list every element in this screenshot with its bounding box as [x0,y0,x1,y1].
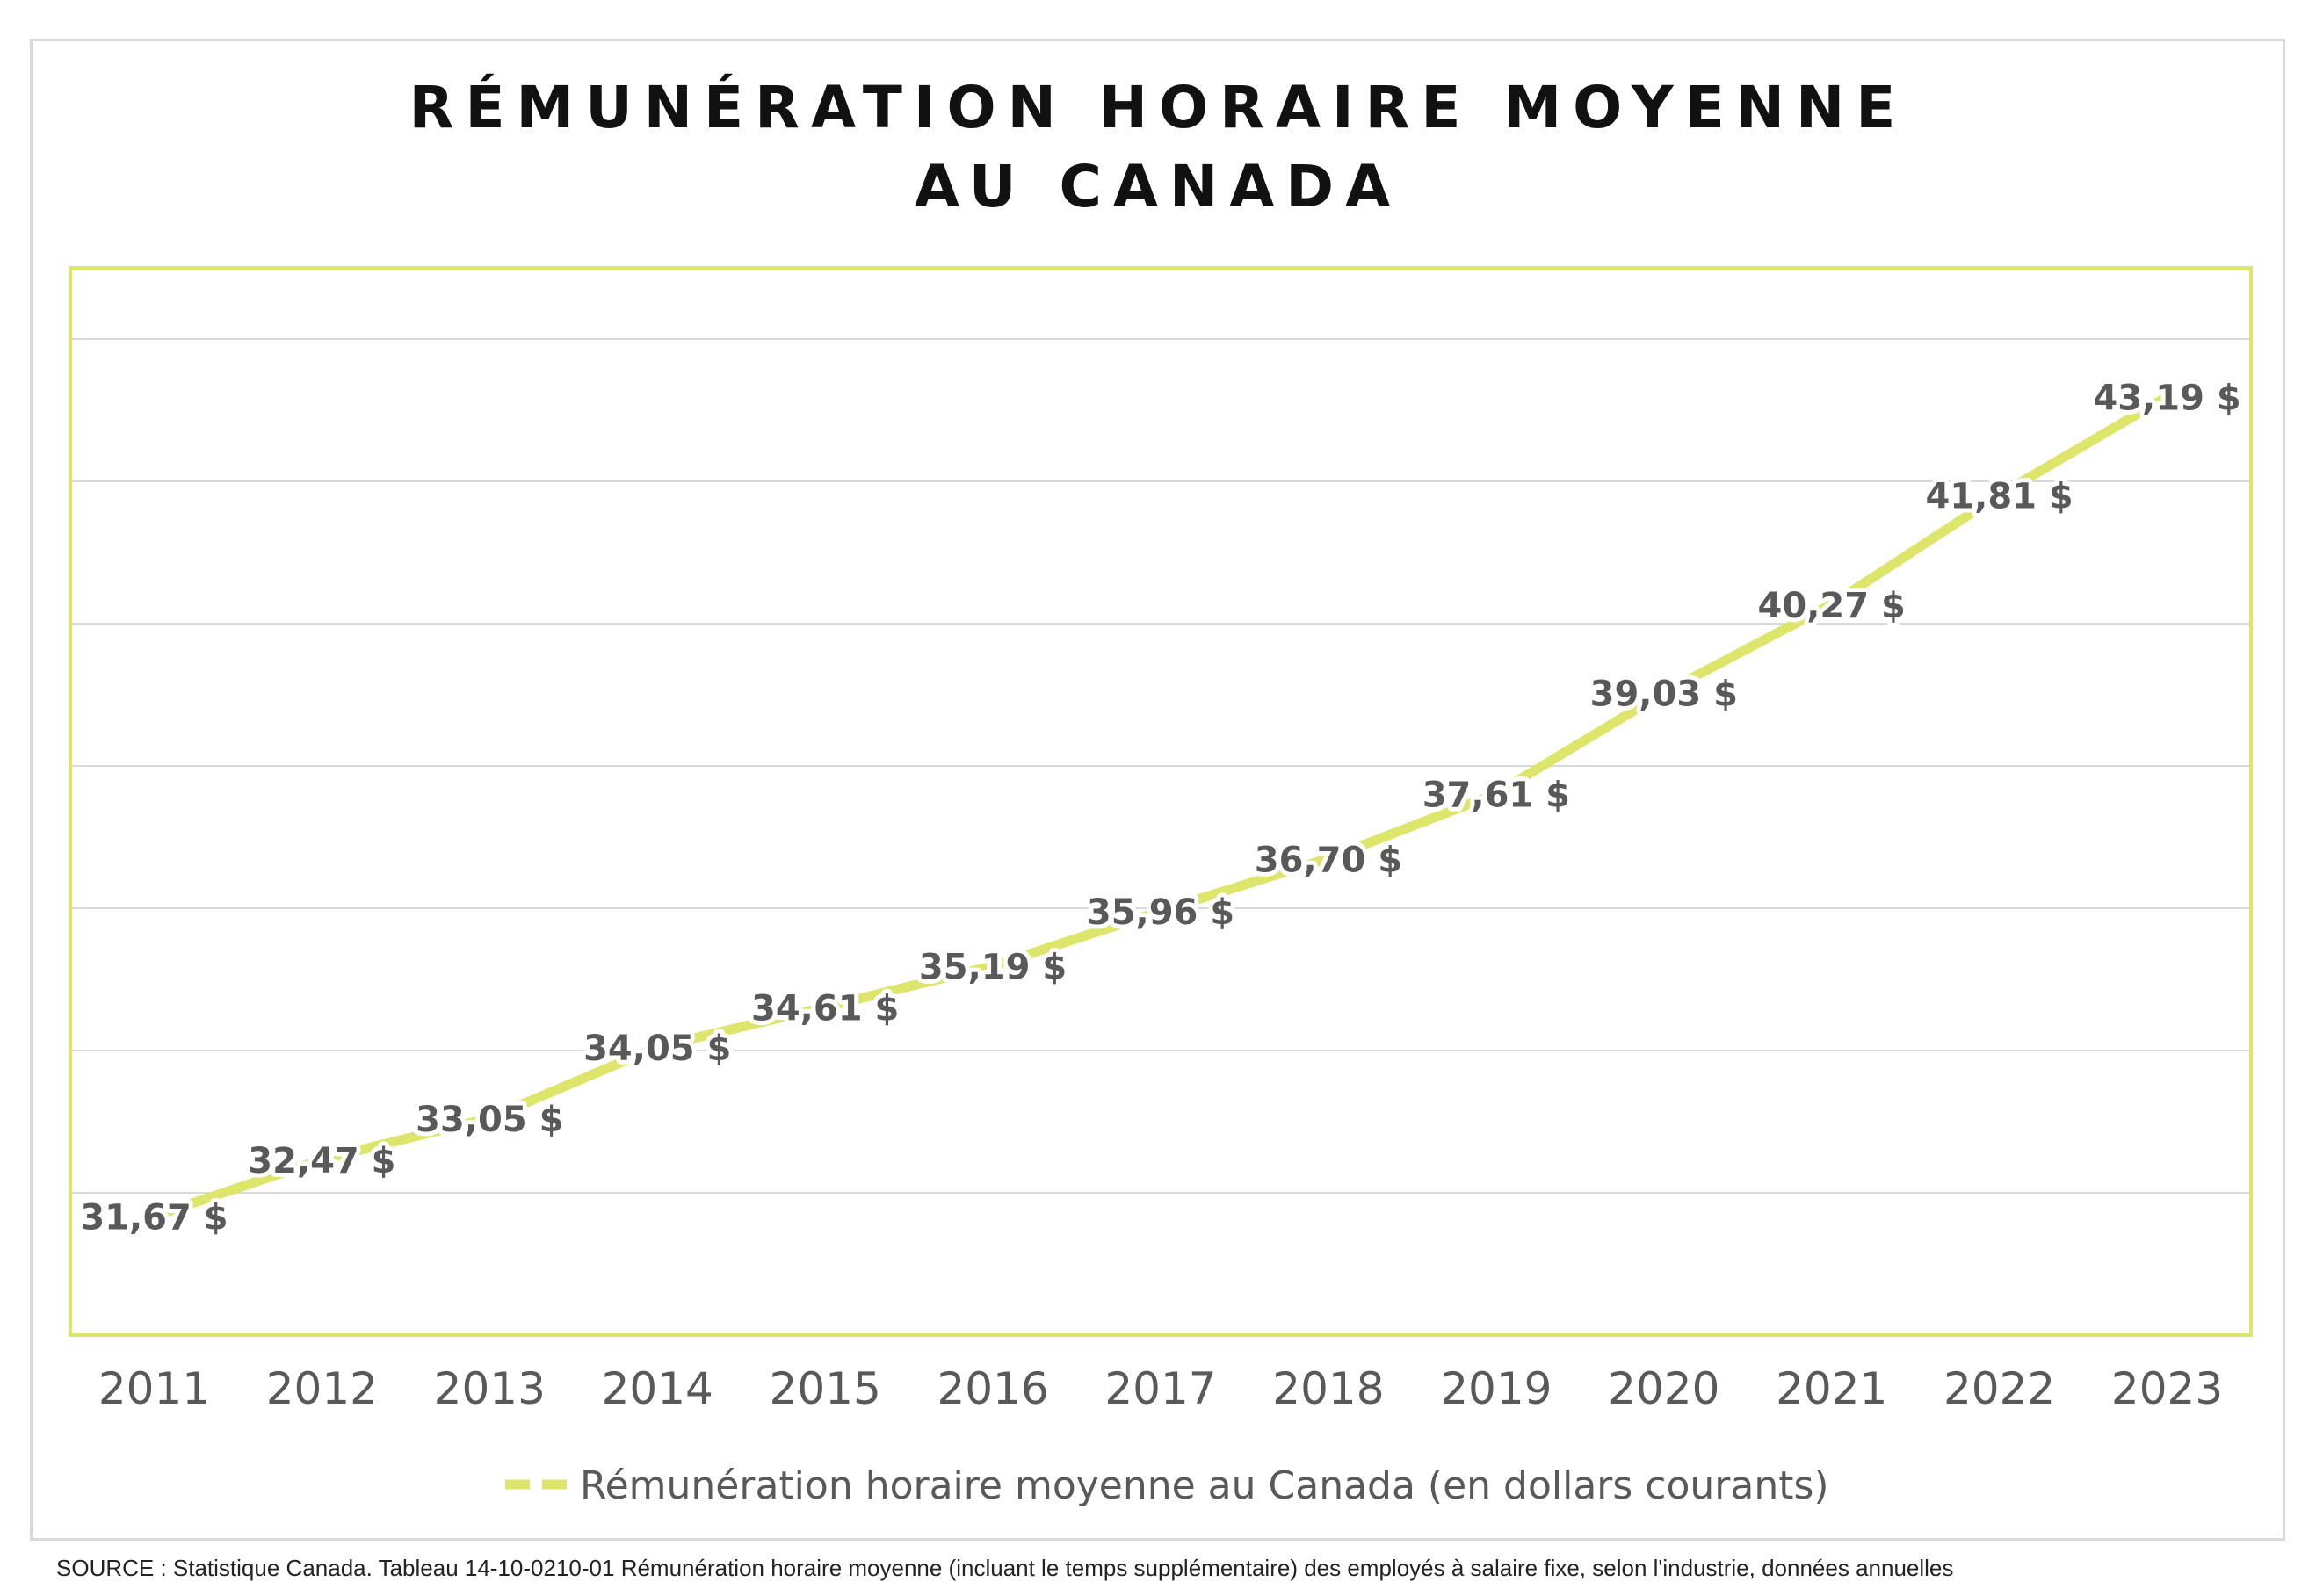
data-point-2019 [1491,789,1501,798]
x-tick-label-2020: 2020 [1608,1363,1719,1414]
data-point-2012 [317,1154,327,1164]
data-label-halo: 39,03 $ [1590,675,1738,715]
data-label-halo: 36,70 $ [1255,840,1402,880]
chart-frame [30,39,2285,1541]
x-tick-label-2018: 2018 [1272,1363,1384,1414]
legend-label: Rémunération horaire moyenne au Canada (… [580,1463,1829,1508]
x-tick-label-2017: 2017 [1104,1363,1216,1414]
data-label-2023: 43,19 $ [2093,379,2240,419]
data-label-2020: 39,03 $ [1590,675,1738,715]
data-label-halo: 33,05 $ [416,1100,563,1140]
data-point-2022 [1994,490,2004,500]
data-point-2011 [149,1211,159,1221]
x-tick-label-2011: 2011 [98,1363,210,1414]
data-label-2019: 37,61 $ [1422,776,1570,816]
data-label-halo: 32,47 $ [248,1141,395,1181]
data-label-2016: 35,19 $ [919,948,1067,988]
chart-title: RÉMUNÉRATION HORAIRE MOYENNE AU CANADA [0,69,2316,227]
x-tick-label-2013: 2013 [434,1363,546,1414]
data-point-2020 [1659,688,1668,697]
data-label-2018: 36,70 $ [1255,840,1402,880]
x-tick-label-2021: 2021 [1776,1363,1887,1414]
x-tick-label-2012: 2012 [266,1363,378,1414]
data-label-halo: 35,96 $ [1087,892,1234,933]
data-label-halo: 34,61 $ [751,989,899,1029]
chart-title-line-1: RÉMUNÉRATION HORAIRE MOYENNE [409,74,1907,141]
data-label-2011: 31,67 $ [80,1198,228,1239]
data-point-2016 [988,961,998,971]
data-point-2013 [485,1113,495,1123]
data-label-2013: 33,05 $ [416,1100,563,1140]
data-label-halo: 35,19 $ [919,948,1067,988]
data-label-2014: 34,05 $ [583,1029,731,1069]
data-label-halo: 40,27 $ [1758,586,1906,626]
chart-title-line-2: AU CANADA [914,153,1402,220]
x-tick-label-2015: 2015 [770,1363,881,1414]
data-label-2022: 41,81 $ [1925,476,2073,516]
data-point-2023 [2162,392,2172,401]
data-label-2017: 35,96 $ [1087,892,1234,933]
plot-area-border [69,266,2253,1337]
data-label-halo: 34,05 $ [583,1029,731,1069]
data-point-2017 [1156,906,1165,916]
data-label-halo: 43,19 $ [2093,379,2240,419]
data-label-halo: 37,61 $ [1422,776,1570,816]
x-tick-label-2023: 2023 [2111,1363,2223,1414]
data-point-2014 [653,1042,662,1051]
data-point-2018 [1323,854,1333,863]
x-tick-label-2016: 2016 [937,1363,1048,1414]
x-tick-label-2014: 2014 [602,1363,713,1414]
x-tick-label-2022: 2022 [1943,1363,2055,1414]
data-label-2021: 40,27 $ [1758,586,1906,626]
data-point-2021 [1827,600,1836,610]
series-line [152,392,2170,1221]
data-label-2012: 32,47 $ [248,1141,395,1181]
data-point-2015 [821,1002,830,1012]
data-label-2015: 34,61 $ [751,989,899,1029]
data-label-halo: 41,81 $ [1925,476,2073,516]
source-note: SOURCE : Statistique Canada. Tableau 14-… [56,1555,1954,1581]
x-tick-label-2019: 2019 [1440,1363,1552,1414]
data-label-halo: 31,67 $ [80,1198,228,1239]
